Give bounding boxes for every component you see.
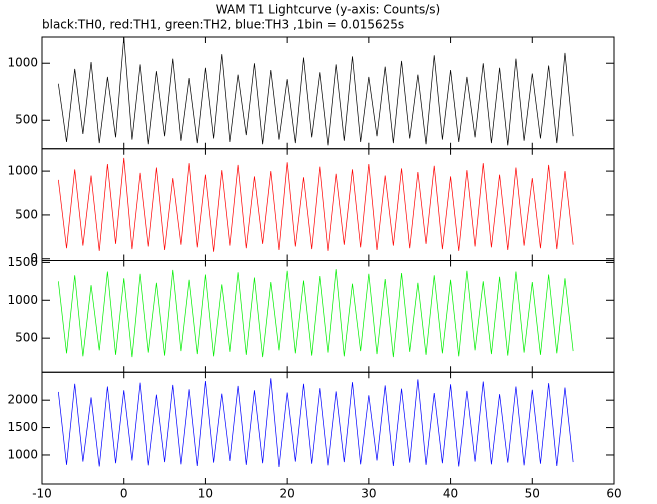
chart-subtitle: black:TH0, red:TH1, green:TH2, blue:TH3 … <box>42 18 404 32</box>
y-tick-label: 1500 <box>7 255 38 269</box>
x-tick-label: 50 <box>525 487 540 501</box>
y-tick-label: 500 <box>15 113 38 127</box>
chart-title: WAM T1 Lightcurve (y-axis: Counts/s) <box>216 3 440 17</box>
panel-frame <box>41 36 615 150</box>
x-tick-label: 30 <box>361 487 376 501</box>
light-curve <box>57 157 574 252</box>
light-curve <box>57 36 574 146</box>
y-tick-label: 500 <box>15 331 38 345</box>
x-tick-label: 20 <box>280 487 295 501</box>
x-tick-label: 0 <box>120 487 128 501</box>
panel-frame <box>41 371 615 485</box>
y-tick-label: 1000 <box>7 164 38 178</box>
y-tick-label: 1500 <box>7 420 38 434</box>
light-curve <box>57 269 574 358</box>
x-tick-label: 40 <box>443 487 458 501</box>
x-tick-label: 10 <box>198 487 213 501</box>
x-tick-label: -10 <box>32 487 52 501</box>
light-curve <box>57 378 574 468</box>
y-tick-label: 1000 <box>7 293 38 307</box>
y-tick-label: 0 <box>30 251 38 265</box>
x-tick-label: 60 <box>606 487 621 501</box>
y-tick-label: 1000 <box>7 447 38 461</box>
y-tick-label: 1000 <box>7 56 38 70</box>
y-tick-label: 500 <box>15 207 38 221</box>
y-tick-label: 2000 <box>7 393 38 407</box>
